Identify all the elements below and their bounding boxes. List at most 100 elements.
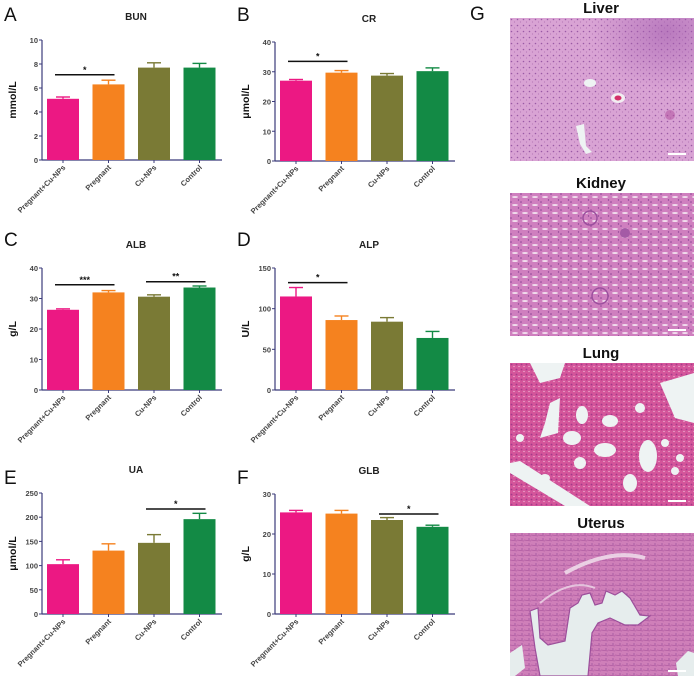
y-tick-label: 40 <box>263 38 271 47</box>
chart-panel-a: A BUN mmol/L 0 2 4 6 8 10 Pregnant+Cu-NPs Pregnant… <box>4 5 222 215</box>
y-tick-label: 50 <box>30 586 38 595</box>
bar <box>416 337 449 390</box>
y-tick-label: 30 <box>263 490 271 499</box>
histology-title: Lung <box>582 345 620 362</box>
panel-letter: F <box>237 468 249 489</box>
chart-title: ALB <box>126 240 147 251</box>
y-axis-label: g/L <box>240 546 252 562</box>
y-tick-label: 2 <box>34 132 38 141</box>
chart-panel-c: C ALB g/L 0 10 20 30 40 Pregnant+Cu-NPs Pregnant C… <box>4 230 222 445</box>
chart-panel-b: B CR μmol/L 0 10 20 30 40 Pregnant+Cu-NPs Pregnan… <box>237 5 455 216</box>
bar <box>371 321 403 390</box>
bar <box>325 320 358 390</box>
kidney-histology-image <box>510 193 694 336</box>
y-tick-label: 10 <box>263 127 271 136</box>
y-tick-label: 250 <box>25 489 38 498</box>
bar <box>371 75 403 161</box>
histology-title: Kidney <box>575 175 626 192</box>
histology-title: Liver <box>583 0 619 17</box>
y-tick-label: 20 <box>263 530 271 539</box>
chart-panel-e: E UA μmol/L 0 50 100 150 200 250 Pregnant+Cu-NPs P… <box>4 465 222 669</box>
y-tick-label: 100 <box>25 562 38 571</box>
y-tick-label: 200 <box>25 513 38 522</box>
chart-title: ALP <box>359 240 379 251</box>
y-tick-label: 0 <box>34 610 38 619</box>
x-tick-label: Cu-NPs <box>133 163 159 189</box>
x-tick-label: Cu-NPs <box>366 393 392 419</box>
y-tick-label: 40 <box>30 264 38 273</box>
x-tick-label: Control <box>179 617 204 642</box>
significance-marker: * <box>407 504 411 514</box>
panel-letter-g: G <box>470 4 485 25</box>
y-tick-label: 8 <box>34 60 38 69</box>
significance-marker: ** <box>172 272 180 282</box>
histology-title: Uterus <box>577 515 625 532</box>
bar <box>371 520 403 614</box>
bar <box>183 287 216 390</box>
panel-letter: E <box>4 468 17 489</box>
y-tick-label: 150 <box>258 264 271 273</box>
y-tick-label: 0 <box>267 610 271 619</box>
bar <box>138 296 170 390</box>
y-tick-label: 10 <box>30 356 38 365</box>
x-tick-label: Pregnant <box>84 163 114 193</box>
bar <box>92 84 125 160</box>
x-tick-label: Control <box>179 393 204 418</box>
y-tick-label: 20 <box>30 325 38 334</box>
y-axis-label: μmol/L <box>7 536 19 571</box>
chart-title: GLB <box>358 466 379 477</box>
chart-title: UA <box>129 465 143 476</box>
bar <box>47 309 79 390</box>
x-tick-label: Pregnant <box>317 617 347 647</box>
x-tick-label: Cu-NPs <box>366 164 392 190</box>
bar <box>92 550 125 614</box>
x-tick-label: Pregnant <box>84 617 114 647</box>
chart-panel-d: D ALP U/L 0 50 100 150 Pregnant+Cu-NPs Pregnant C… <box>237 230 455 445</box>
bar <box>92 292 125 390</box>
x-tick-label: Control <box>412 393 437 418</box>
chart-title: CR <box>362 14 377 25</box>
bar <box>416 526 449 614</box>
significance-marker: * <box>83 65 87 75</box>
panel-letter: B <box>237 5 250 26</box>
y-axis-label: U/L <box>240 320 252 338</box>
bar <box>280 296 312 390</box>
x-tick-label: Pregnant <box>317 393 347 423</box>
y-tick-label: 6 <box>34 84 38 93</box>
panel-letter: C <box>4 230 18 251</box>
significance-marker: * <box>174 499 178 509</box>
significance-marker: *** <box>79 275 90 285</box>
bar <box>138 67 170 160</box>
y-tick-label: 100 <box>258 305 271 314</box>
x-tick-label: Cu-NPs <box>366 617 392 643</box>
bar <box>325 513 358 614</box>
x-tick-label: Pregnant+Cu-NPs <box>16 163 68 215</box>
y-tick-label: 0 <box>267 157 271 166</box>
bar <box>47 98 79 160</box>
x-tick-label: Pregnant+Cu-NPs <box>249 164 301 216</box>
y-tick-label: 10 <box>263 570 271 579</box>
bar <box>47 564 79 614</box>
y-tick-label: 0 <box>267 386 271 395</box>
bar <box>183 67 216 160</box>
x-tick-label: Pregnant+Cu-NPs <box>249 393 301 445</box>
bar <box>280 512 312 614</box>
y-axis-label: μmol/L <box>240 84 252 119</box>
y-tick-label: 150 <box>25 537 38 546</box>
x-tick-label: Cu-NPs <box>133 617 159 643</box>
y-tick-label: 30 <box>30 295 38 304</box>
x-tick-label: Pregnant+Cu-NPs <box>16 393 68 445</box>
panel-letter: D <box>237 230 251 251</box>
y-tick-label: 50 <box>263 345 271 354</box>
y-tick-label: 0 <box>34 156 38 165</box>
bar <box>280 80 312 161</box>
bar <box>325 72 358 161</box>
panel-letter: A <box>4 5 17 26</box>
y-axis-label: mmol/L <box>7 81 19 119</box>
y-tick-label: 0 <box>34 386 38 395</box>
bar <box>183 519 216 614</box>
x-tick-label: Pregnant+Cu-NPs <box>16 617 68 669</box>
chart-title: BUN <box>125 12 147 23</box>
x-tick-label: Pregnant <box>84 393 114 423</box>
